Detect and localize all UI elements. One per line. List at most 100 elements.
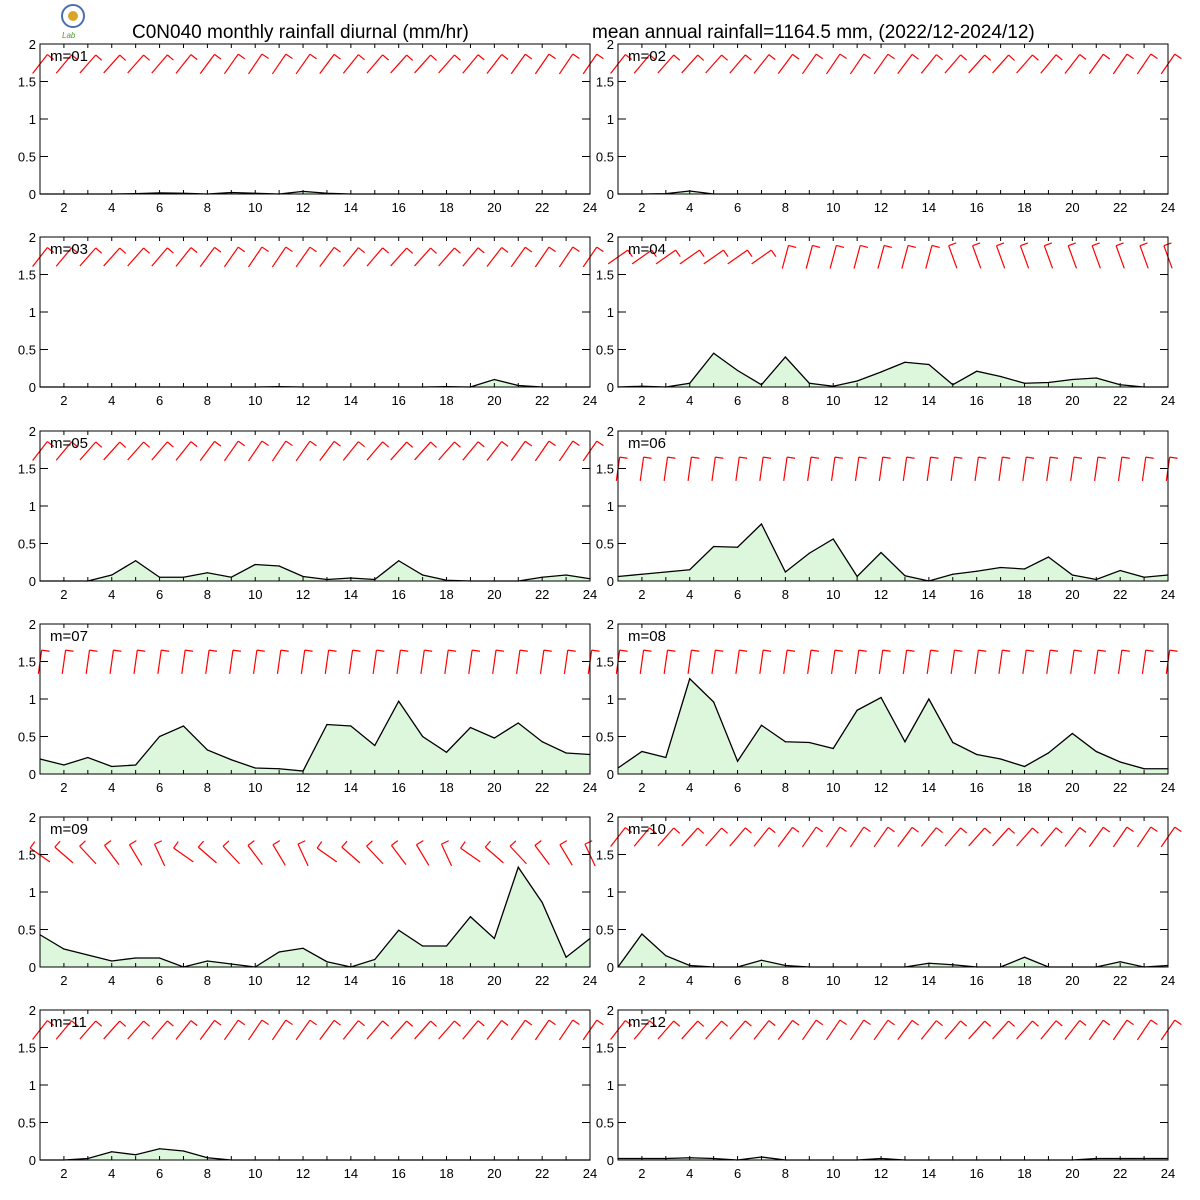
wind-barb-staff — [295, 1019, 311, 1041]
x-tick-label: 4 — [686, 780, 693, 795]
wind-barbs-group — [29, 840, 596, 867]
wind-barb-flag — [161, 649, 170, 652]
x-tick-label: 2 — [638, 587, 645, 602]
rain-point — [808, 552, 810, 554]
wind-barb-staff — [341, 846, 361, 864]
wind-barb-staff — [1046, 457, 1051, 481]
wind-barb-flag — [815, 826, 824, 833]
x-tick-label: 6 — [156, 393, 163, 408]
wind-barb-flag — [232, 649, 241, 652]
wind-barb-flag — [316, 841, 323, 849]
x-tick-label: 4 — [108, 780, 115, 795]
wind-barb-flag — [691, 456, 700, 459]
chart-panel-07: 00.511.522 4 6 8 10 12 14 16 18 20 22 24m=07 — [18, 617, 600, 795]
rain-point — [1095, 377, 1097, 379]
wind-barb-staff — [1043, 245, 1054, 269]
x-tick-label: 12 — [296, 587, 310, 602]
wind-barb-flag — [1121, 649, 1130, 652]
wind-barb-flag — [739, 456, 748, 459]
wind-barb-flag — [834, 649, 843, 652]
wind-barb-staff — [534, 1019, 550, 1041]
wind-barb-staff — [992, 1020, 1010, 1040]
y-tick-label: 0 — [607, 380, 614, 395]
wind-barb-staff — [342, 247, 359, 267]
wind-barb-staff — [777, 54, 794, 74]
x-tick-label: 22 — [1113, 780, 1127, 795]
x-tick-label: 20 — [1065, 780, 1079, 795]
wind-barb-staff — [319, 1020, 335, 1040]
wind-barb-flag — [1102, 826, 1111, 833]
wind-barb-flag — [119, 441, 127, 448]
rain-point — [713, 545, 715, 548]
x-tick-label: 18 — [1017, 200, 1031, 215]
wind-barb-staff — [366, 845, 384, 865]
wind-barb-flag — [448, 649, 457, 652]
wind-barb-staff — [175, 1020, 192, 1040]
wind-barb-flag — [509, 840, 517, 847]
wind-barb-staff — [276, 650, 282, 674]
rain-point — [856, 709, 858, 711]
wind-barb-flag — [79, 840, 86, 847]
wind-barb-flag — [333, 53, 341, 60]
wind-barb-flag — [984, 827, 992, 834]
x-tick-label: 6 — [156, 973, 163, 988]
wind-barb-staff — [462, 54, 479, 74]
wind-barb-flag — [1079, 827, 1087, 833]
wind-barb-staff — [205, 650, 210, 674]
wind-barb-flag — [548, 1019, 556, 1026]
x-tick-label: 22 — [535, 587, 549, 602]
wind-barb-staff — [229, 650, 234, 674]
x-tick-label: 14 — [344, 973, 358, 988]
chart-panel-09: 00.511.522 4 6 8 10 12 14 16 18 20 22 24m=09 — [18, 810, 597, 988]
x-tick-label: 6 — [156, 587, 163, 602]
wind-barb-flag — [309, 53, 317, 60]
x-tick-label: 4 — [686, 973, 693, 988]
rain-point — [469, 916, 472, 918]
wind-barb-staff — [199, 54, 216, 74]
rain-point — [302, 947, 304, 949]
wind-barb-staff — [223, 440, 239, 462]
wind-barb-staff — [103, 247, 121, 267]
wind-barb-flag — [548, 246, 556, 253]
wind-barb-staff — [175, 54, 192, 74]
wind-barbs-group — [610, 826, 1182, 848]
x-tick-label: 10 — [826, 1166, 840, 1181]
rain-point — [517, 866, 519, 868]
wind-barb-flag — [430, 247, 437, 254]
wind-barb-staff — [492, 650, 497, 674]
rain-area-fill — [618, 353, 1168, 387]
wind-barb-staff — [968, 54, 986, 74]
rain-area-fill — [40, 701, 590, 774]
wind-barb-flag — [651, 249, 657, 258]
wind-barb-staff — [510, 53, 526, 75]
y-tick-label: 1.5 — [18, 655, 36, 670]
panels-group: 00.511.522 4 6 8 10 12 14 16 18 20 22 24m=0100.511.… — [18, 37, 1182, 1181]
x-tick-label: 2 — [60, 587, 67, 602]
wind-barb-flag — [1079, 1020, 1087, 1026]
rain-point — [1023, 956, 1026, 958]
y-tick-label: 0 — [29, 767, 36, 782]
y-tick-label: 0.5 — [596, 343, 614, 358]
wind-barb-staff — [687, 650, 693, 674]
wind-barb-flag — [454, 54, 461, 61]
wind-barb-flag — [715, 649, 724, 652]
wind-barb-staff — [1022, 457, 1027, 481]
wind-barb-staff — [390, 441, 408, 461]
wind-barb-staff — [830, 650, 836, 674]
wind-barb-staff — [55, 54, 73, 74]
wind-barb-flag — [143, 1020, 151, 1027]
wind-barb-flag — [1032, 54, 1039, 61]
y-tick-label: 1.5 — [18, 75, 36, 90]
wind-barb-flag — [208, 649, 218, 652]
wind-barb-flag — [596, 440, 604, 447]
wind-barb-flag — [71, 441, 79, 448]
y-tick-label: 0.5 — [18, 150, 36, 165]
y-tick-label: 1.5 — [18, 268, 36, 283]
wind-barb-staff — [510, 440, 526, 462]
wind-barb-flag — [1020, 242, 1029, 247]
wind-barb-flag — [197, 840, 205, 848]
wind-barb-flag — [721, 1020, 729, 1027]
wind-barb-staff — [705, 54, 723, 74]
rain-point — [665, 955, 667, 957]
wind-barb-flag — [625, 1020, 633, 1026]
